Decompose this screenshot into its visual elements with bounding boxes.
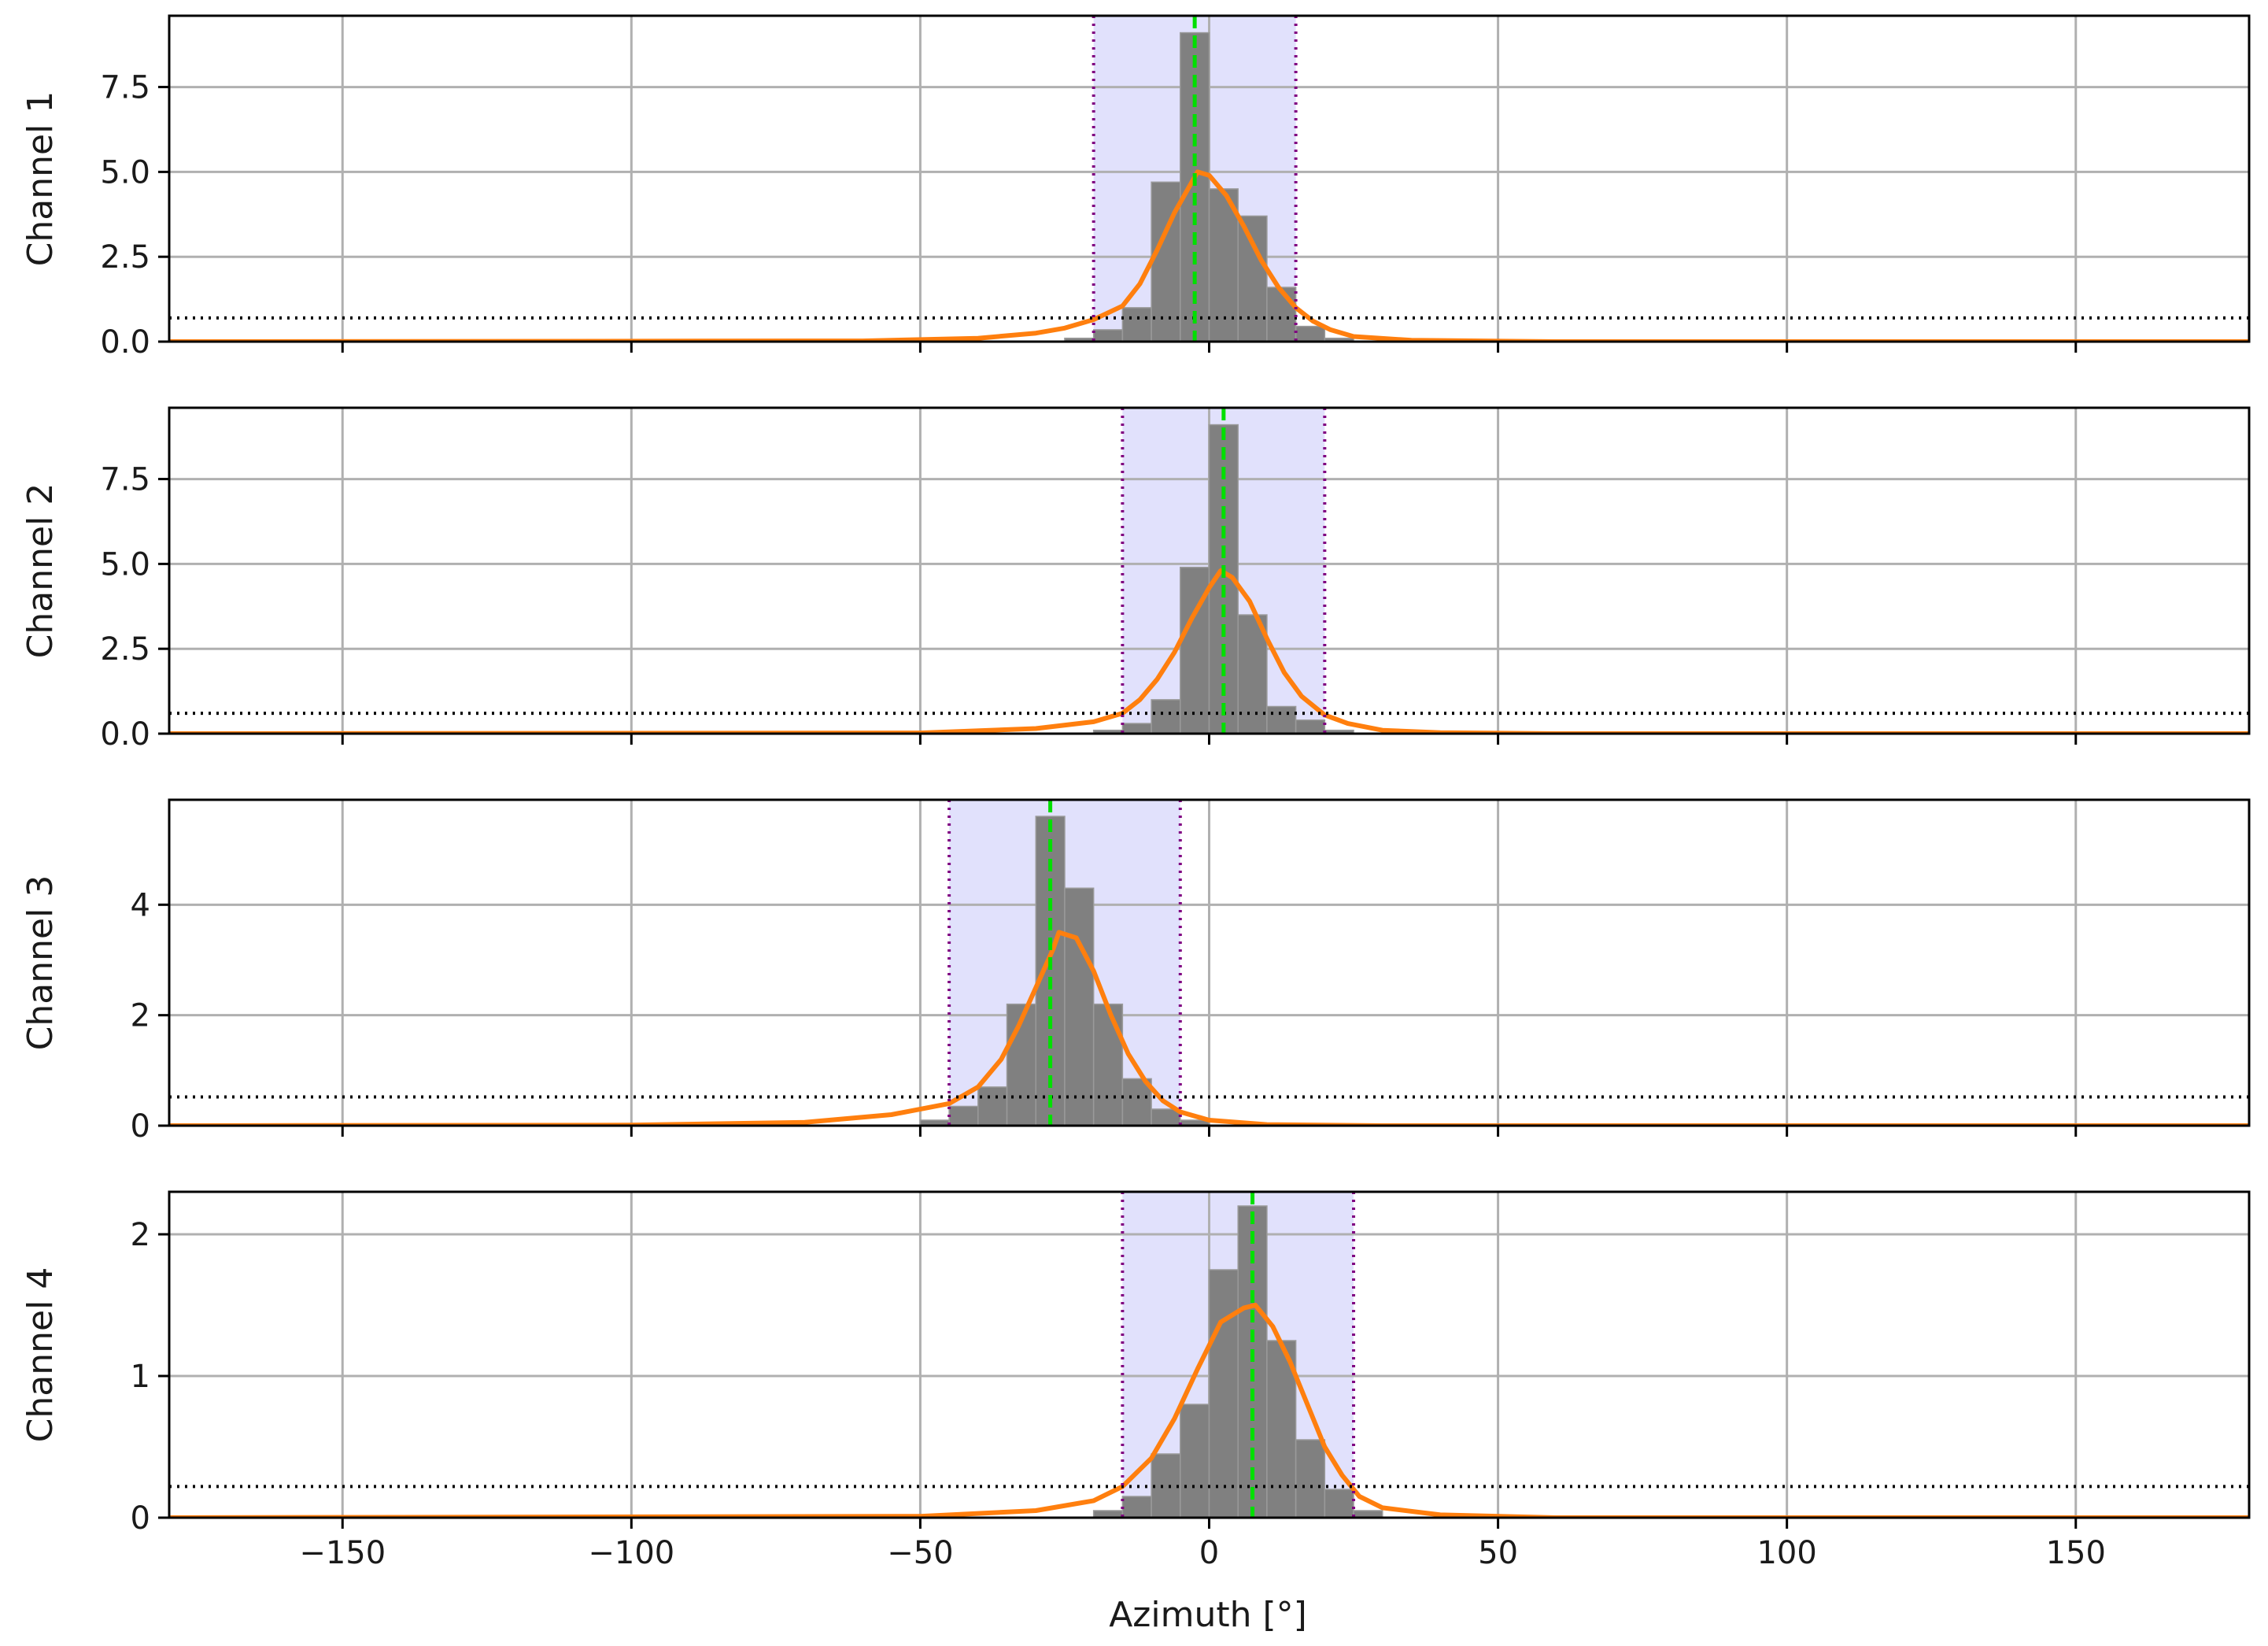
y-tick-label: 2.5 xyxy=(100,631,150,668)
histogram-bar xyxy=(977,1086,1008,1126)
x-tick-label: −50 xyxy=(887,1535,953,1571)
y-tick-label: 0.0 xyxy=(100,716,150,753)
x-axis-label: Azimuth [°] xyxy=(1109,1595,1307,1635)
panel-channel-3: 0 2 4 Channel 3 xyxy=(20,798,2251,1145)
y-tick-label: 7.5 xyxy=(100,462,150,498)
y-tick-label: 4 xyxy=(131,887,150,923)
y-tick-label: 0 xyxy=(131,1500,150,1537)
histogram-bar xyxy=(1121,1496,1152,1518)
histogram-bar xyxy=(1180,1404,1210,1518)
panel-channel-1: 0.0 2.5 5.0 7.5 Channel 1 xyxy=(20,14,2251,361)
y-axis-label: Channel 4 xyxy=(20,1267,61,1443)
y-tick-label: 7.5 xyxy=(100,70,150,106)
histogram-bar xyxy=(1121,307,1152,342)
panel-marks xyxy=(169,408,2249,734)
histogram-bar xyxy=(1092,329,1124,342)
panel-channel-2: 0.0 2.5 5.0 7.5 Channel 2 xyxy=(20,406,2251,753)
panel-marks xyxy=(169,1192,2249,1518)
y-axis-label: Channel 2 xyxy=(20,483,61,659)
x-tick-label: −150 xyxy=(299,1535,386,1571)
histogram-bar xyxy=(948,1105,979,1126)
y-tick-label: 0.0 xyxy=(100,324,150,361)
x-tick-label: 50 xyxy=(1478,1535,1518,1571)
histogram-bar xyxy=(1295,325,1326,342)
histogram-bar xyxy=(1353,1510,1383,1518)
x-tick-label: −100 xyxy=(588,1535,674,1571)
density-curve xyxy=(169,568,2249,734)
y-tick-label: 2 xyxy=(131,1217,150,1253)
x-tick-label: 150 xyxy=(2046,1535,2106,1571)
histogram-bar xyxy=(1324,1489,1354,1518)
panel-marks xyxy=(169,800,2249,1126)
y-tick-label: 2.5 xyxy=(100,239,150,276)
y-tick-label: 5.0 xyxy=(100,154,150,190)
histogram-bar xyxy=(1151,1453,1181,1518)
histogram-bar xyxy=(1324,337,1354,342)
y-tick-label: 1 xyxy=(131,1359,150,1395)
histogram-bar xyxy=(1266,287,1297,342)
y-axis-label: Channel 3 xyxy=(20,875,61,1051)
histogram-bar xyxy=(1121,723,1152,734)
chart-panels: 0.0 2.5 5.0 7.5 Channel 1 0.0 2.5 5.0 7.5 Channel… xyxy=(20,14,2251,1571)
histogram-bar xyxy=(1208,1269,1239,1518)
histogram-bar xyxy=(1237,614,1268,734)
y-tick-label: 0 xyxy=(131,1108,150,1145)
x-tick-label: 0 xyxy=(1199,1535,1219,1571)
histogram-bar xyxy=(1295,719,1326,734)
density-curve xyxy=(169,930,2249,1126)
panel-channel-4: −150 −100 −50 0 50 100 150 0 1 2 Channel 4 xyxy=(20,1190,2251,1571)
y-tick-label: 2 xyxy=(131,998,150,1034)
panel-marks xyxy=(169,16,2249,342)
histogram-bar xyxy=(1092,1003,1124,1126)
density-curve xyxy=(169,1303,2249,1518)
histogram-bar xyxy=(1151,699,1181,734)
histogram-bar xyxy=(1064,887,1095,1126)
density-curve xyxy=(169,169,2249,342)
y-axis-label: Channel 1 xyxy=(20,91,61,267)
histogram-bar xyxy=(1266,705,1297,734)
histogram-bar xyxy=(1295,1439,1326,1518)
y-tick-label: 5.0 xyxy=(100,546,150,583)
x-tick-label: 100 xyxy=(1756,1535,1816,1571)
histogram-bar xyxy=(1121,1078,1152,1126)
histogram-bar xyxy=(1237,215,1268,342)
